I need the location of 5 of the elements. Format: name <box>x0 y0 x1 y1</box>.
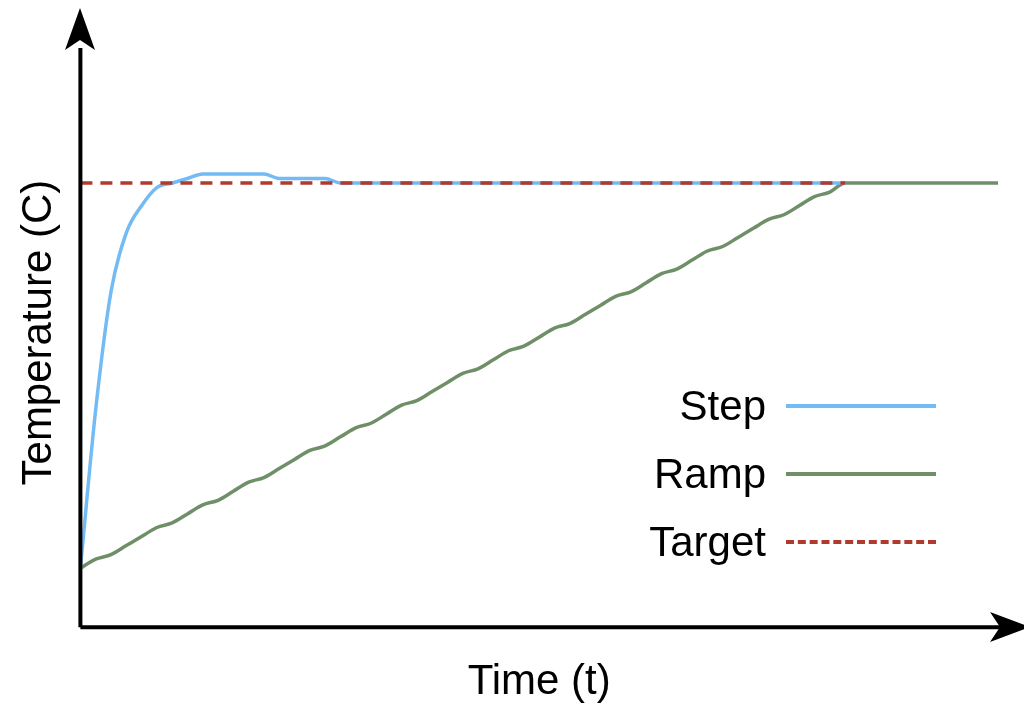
legend-label: Ramp <box>653 450 766 498</box>
legend-label: Target <box>649 518 766 566</box>
legend-label: Step <box>679 382 766 430</box>
y-axis-title: Temperature (C) <box>12 179 60 486</box>
x-axis-title: Time (t) <box>467 656 611 704</box>
